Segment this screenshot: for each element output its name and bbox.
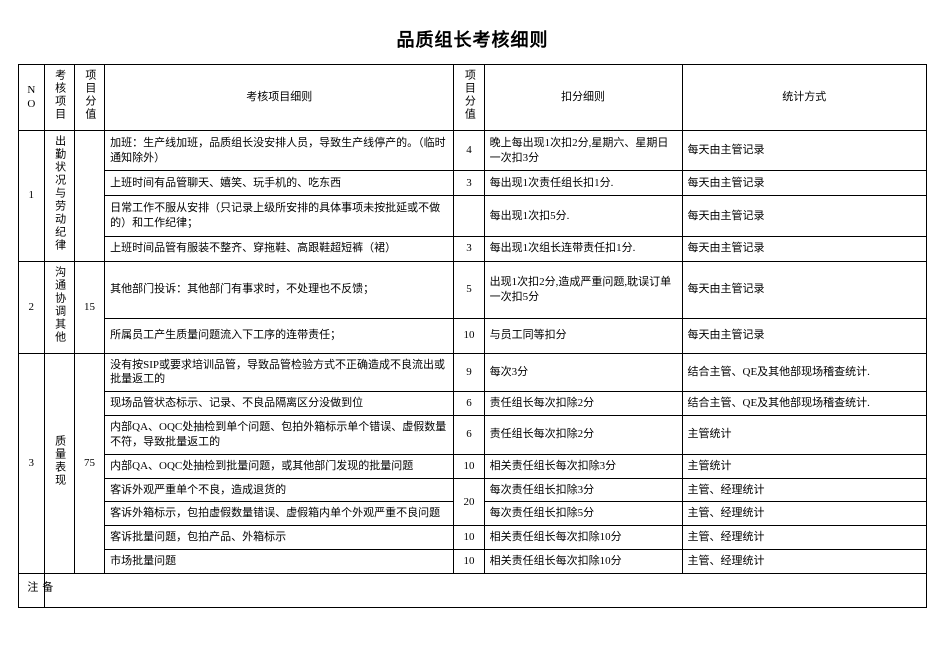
stats-cell: 每天由主管记录 [682,261,926,318]
section-project: 质量表现 [44,353,74,573]
rule-cell: 客诉批量问题，包拍产品、外箱标示 [105,526,454,550]
rule-cell: 客诉外观严重单个不良，造成退货的 [105,478,454,502]
page-title: 品质组长考核细则 [18,26,927,52]
table-row: 内部QA、OQC处抽检到批量问题，或其他部门发现的批量问题 10 相关责任组长每… [19,454,927,478]
stats-cell: 每天由主管记录 [682,236,926,261]
rule-cell: 客诉外箱标示，包拍虚假数量错误、虚假箱内单个外观严重不良问题 [105,502,454,526]
col-rule: 考核项目细则 [105,65,454,131]
table-row: 内部QA、OQC处抽检到单个问题、包拍外箱标示单个错误、虚假数量不符，导致批量返… [19,416,927,455]
dval-cell: 5 [454,261,484,318]
dval-cell: 10 [454,454,484,478]
dval-cell [454,196,484,236]
col-project: 考核项目 [44,65,74,131]
remark-row: 备注 [19,573,927,607]
deduction-cell: 每出现1次扣5分. [484,196,682,236]
dval-cell: 10 [454,550,484,574]
rule-cell: 所属员工产生质量问题流入下工序的连带责任； [105,318,454,353]
stats-cell: 主管、经理统计 [682,478,926,502]
table-row: 现场品管状态标示、记录、不良品隔离区分没做到位 6 责任组长每次扣除2分 结合主… [19,392,927,416]
table-row: 所属员工产生质量问题流入下工序的连带责任； 10 与员工同等扣分 每天由主管记录 [19,318,927,353]
deduction-cell: 相关责任组长每次扣除10分 [484,526,682,550]
dval-cell: 9 [454,353,484,392]
rule-cell: 没有按SIP或要求培训品管，导致品管检验方式不正确造成不良流出或批量返工的 [105,353,454,392]
table-row: 上班时间品管有服装不整齐、穿拖鞋、高跟鞋超短裤（裙） 3 每出现1次组长连带责任… [19,236,927,261]
section-no: 1 [19,130,45,261]
dval-cell: 6 [454,416,484,455]
rule-cell: 上班时间有品管聊天、嬉笑、玩手机的、吃东西 [105,171,454,196]
table-row: 2 沟通协调其他 15 其他部门投诉：其他部门有事求时，不处理也不反馈； 5 出… [19,261,927,318]
dval-cell: 20 [454,478,484,526]
col-dval: 项目分值 [454,65,484,131]
stats-cell: 主管、经理统计 [682,526,926,550]
table-row: 1 出勤状况与劳动纪律 加班：生产线加班，品质组长没安排人员，导致生产线停产的。… [19,130,927,170]
dval-cell: 3 [454,171,484,196]
table-header-row: NO 考核项目 项目分值 考核项目细则 项目分值 扣分细则 统计方式 [19,65,927,131]
deduction-cell: 晚上每出现1次扣2分,星期六、星期日一次扣3分 [484,130,682,170]
table-row: 客诉外观严重单个不良，造成退货的 20 每次责任组长扣除3分 主管、经理统计 [19,478,927,502]
stats-cell: 主管统计 [682,416,926,455]
dval-cell: 3 [454,236,484,261]
stats-cell: 主管、经理统计 [682,550,926,574]
dval-cell: 10 [454,526,484,550]
section-projvalue [74,130,104,261]
remark-content [44,573,926,607]
dval-cell: 10 [454,318,484,353]
table-row: 客诉批量问题，包拍产品、外箱标示 10 相关责任组长每次扣除10分 主管、经理统… [19,526,927,550]
deduction-cell: 每次3分 [484,353,682,392]
deduction-cell: 每次责任组长扣除3分 [484,478,682,502]
col-deduction: 扣分细则 [484,65,682,131]
table-row: 市场批量问题 10 相关责任组长每次扣除10分 主管、经理统计 [19,550,927,574]
stats-cell: 结合主管、QE及其他部现场稽查统计. [682,353,926,392]
stats-cell: 主管统计 [682,454,926,478]
section-projvalue: 75 [74,353,104,573]
deduction-cell: 每出现1次责任组长扣1分. [484,171,682,196]
col-no: NO [19,65,45,131]
col-projvalue: 项目分值 [74,65,104,131]
remark-label: 备注 [19,573,45,607]
deduction-cell: 责任组长每次扣除2分 [484,392,682,416]
stats-cell: 结合主管、QE及其他部现场稽查统计. [682,392,926,416]
rule-cell: 上班时间品管有服装不整齐、穿拖鞋、高跟鞋超短裤（裙） [105,236,454,261]
rule-cell: 内部QA、OQC处抽检到单个问题、包拍外箱标示单个错误、虚假数量不符，导致批量返… [105,416,454,455]
table-row: 上班时间有品管聊天、嬉笑、玩手机的、吃东西 3 每出现1次责任组长扣1分. 每天… [19,171,927,196]
section-project: 出勤状况与劳动纪律 [44,130,74,261]
deduction-cell: 出现1次扣2分,造成严重问题,耽误订单一次扣5分 [484,261,682,318]
section-no: 2 [19,261,45,353]
deduction-cell: 与员工同等扣分 [484,318,682,353]
stats-cell: 每天由主管记录 [682,196,926,236]
table-row: 日常工作不服从安排（只记录上级所安排的具体事项未按批延或不做的）和工作纪律； 每… [19,196,927,236]
section-no: 3 [19,353,45,573]
stats-cell: 主管、经理统计 [682,502,926,526]
assessment-table: NO 考核项目 项目分值 考核项目细则 项目分值 扣分细则 统计方式 1 出勤状… [18,64,927,608]
section-project: 沟通协调其他 [44,261,74,353]
rule-cell: 市场批量问题 [105,550,454,574]
section-projvalue: 15 [74,261,104,353]
deduction-cell: 每出现1次组长连带责任扣1分. [484,236,682,261]
rule-cell: 其他部门投诉：其他部门有事求时，不处理也不反馈； [105,261,454,318]
deduction-cell: 相关责任组长每次扣除3分 [484,454,682,478]
table-row: 3 质量表现 75 没有按SIP或要求培训品管，导致品管检验方式不正确造成不良流… [19,353,927,392]
col-stats: 统计方式 [682,65,926,131]
dval-cell: 4 [454,130,484,170]
stats-cell: 每天由主管记录 [682,318,926,353]
rule-cell: 内部QA、OQC处抽检到批量问题，或其他部门发现的批量问题 [105,454,454,478]
stats-cell: 每天由主管记录 [682,130,926,170]
rule-cell: 加班：生产线加班，品质组长没安排人员，导致生产线停产的。（临时通知除外） [105,130,454,170]
stats-cell: 每天由主管记录 [682,171,926,196]
deduction-cell: 每次责任组长扣除5分 [484,502,682,526]
rule-cell: 现场品管状态标示、记录、不良品隔离区分没做到位 [105,392,454,416]
deduction-cell: 责任组长每次扣除2分 [484,416,682,455]
deduction-cell: 相关责任组长每次扣除10分 [484,550,682,574]
dval-cell: 6 [454,392,484,416]
rule-cell: 日常工作不服从安排（只记录上级所安排的具体事项未按批延或不做的）和工作纪律； [105,196,454,236]
